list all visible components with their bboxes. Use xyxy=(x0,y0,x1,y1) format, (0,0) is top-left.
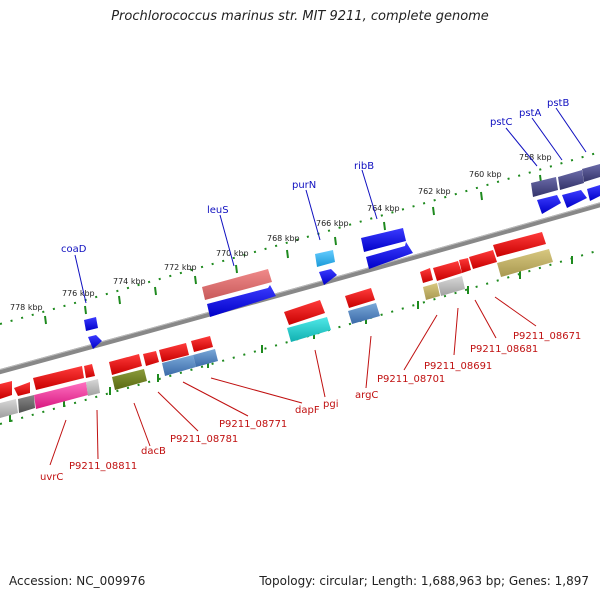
gene-pst-lower-1[interactable] xyxy=(537,195,561,214)
gene-P9211_08691[interactable] xyxy=(438,276,465,296)
gene-label-ribB: ribB xyxy=(354,161,374,172)
bottom-leader-lines xyxy=(49,296,537,466)
gene-mid-red-3[interactable] xyxy=(159,343,189,362)
scale-label: 762 kbp xyxy=(418,187,451,196)
scale-label: 770 kbp xyxy=(216,249,249,258)
scale-label: 758 kbp xyxy=(519,153,552,162)
gene-left-grey-2[interactable] xyxy=(86,379,100,396)
gene-purN-arrow[interactable] xyxy=(319,269,337,285)
gene-label-P9211_08811: P9211_08811 xyxy=(69,461,137,472)
gene-right-red-4[interactable] xyxy=(469,250,497,269)
gene-dacB[interactable] xyxy=(112,369,147,390)
gene-label-P9211_08701: P9211_08701 xyxy=(377,374,445,385)
gene-right-red-1[interactable] xyxy=(420,268,433,283)
gene-purN[interactable] xyxy=(315,250,335,267)
gene-pgi[interactable] xyxy=(287,317,331,342)
outer-major-ticks xyxy=(44,174,542,325)
scale-label: 774 kbp xyxy=(113,277,146,286)
bottom-gene-labels: uvrC P9211_08811 dacB P9211_08781 P9211_… xyxy=(40,331,581,483)
gene-label-purN: purN xyxy=(292,180,316,191)
gene-dacB-red[interactable] xyxy=(109,354,142,375)
scale-ring-outer xyxy=(0,151,600,325)
gene-label-P9211_08681: P9211_08681 xyxy=(470,344,538,355)
gene-leuS-pink[interactable] xyxy=(202,269,272,300)
gene-label-P9211_08691: P9211_08691 xyxy=(424,361,492,372)
gene-argC-red[interactable] xyxy=(345,288,375,308)
genome-backbone xyxy=(0,202,600,375)
scale-label: 760 kbp xyxy=(469,170,502,179)
gene-ribB[interactable] xyxy=(361,228,406,252)
gene-label-pstB: pstB xyxy=(547,98,569,109)
scale-labels: 778 kbp 776 kbp 774 kbp 772 kbp 770 kbp … xyxy=(10,153,552,312)
gene-label-dapF: dapF xyxy=(295,405,320,416)
scale-label: 776 kbp xyxy=(62,289,95,298)
scale-label: 766 kbp xyxy=(316,219,349,228)
gene-uvrC[interactable] xyxy=(34,382,88,409)
top-gene-labels: coaD leuS purN ribB pstC pstA pstB xyxy=(61,98,569,255)
gene-P9211_08671[interactable] xyxy=(497,249,553,277)
gene-leuS[interactable] xyxy=(207,285,276,317)
gene-left-red-1[interactable] xyxy=(0,381,12,399)
gene-label-P9211_08671: P9211_08671 xyxy=(513,331,581,342)
gene-right-red-5[interactable] xyxy=(493,232,546,257)
top-leader-lines xyxy=(74,107,587,304)
gene-P9211_08701[interactable] xyxy=(423,283,440,300)
scale-label: 768 kbp xyxy=(267,234,300,243)
genome-summary-text: Topology: circular; Length: 1,688,963 bp… xyxy=(259,574,589,588)
gene-label-P9211_08771: P9211_08771 xyxy=(219,419,287,430)
gene-dapF[interactable] xyxy=(284,300,325,325)
gene-label-P9211_08781: P9211_08781 xyxy=(170,434,238,445)
map-title: Prochlorococcus marinus str. MIT 9211, c… xyxy=(111,9,489,24)
gene-left-red-2[interactable] xyxy=(14,382,30,396)
gene-ribB-arrow[interactable] xyxy=(366,242,413,269)
gene-left-dark[interactable] xyxy=(18,395,35,413)
genome-backbone-highlight xyxy=(0,202,600,371)
gene-coaD-small[interactable] xyxy=(88,335,102,349)
gene-P9211_08781[interactable] xyxy=(162,355,196,376)
gene-label-pstC: pstC xyxy=(490,117,512,128)
gene-pstC[interactable] xyxy=(531,177,558,197)
gene-label-leuS: leuS xyxy=(207,205,229,216)
gene-right-red-3[interactable] xyxy=(459,258,471,273)
gene-pst-lower-2[interactable] xyxy=(562,190,587,208)
scale-label: 778 kbp xyxy=(10,303,43,312)
gene-mid-red-2[interactable] xyxy=(143,351,159,366)
reverse-strand-genes xyxy=(0,232,553,418)
gene-left-grey[interactable] xyxy=(0,399,18,418)
gene-right-red-2[interactable] xyxy=(433,261,462,281)
gene-mid-red-4[interactable] xyxy=(191,336,213,352)
gene-coaD[interactable] xyxy=(84,317,98,331)
gene-P9211_08771[interactable] xyxy=(193,349,218,367)
scale-label: 772 kbp xyxy=(164,263,197,272)
accession-text: Accession: NC_009976 xyxy=(9,574,146,588)
gene-label-uvrC: uvrC xyxy=(40,472,63,483)
gene-label-argC: argC xyxy=(355,390,378,401)
scale-label: 764 kbp xyxy=(367,204,400,213)
gene-pstB[interactable] xyxy=(582,164,600,182)
gene-label-pstA: pstA xyxy=(519,108,541,119)
gene-left-red-4[interactable] xyxy=(84,364,95,378)
gene-pstA[interactable] xyxy=(558,170,584,190)
gene-pst-lower-3[interactable] xyxy=(587,185,600,201)
gene-argC[interactable] xyxy=(348,303,380,324)
gene-label-coaD: coaD xyxy=(61,244,87,255)
gene-label-dacB: dacB xyxy=(141,446,166,457)
gene-label-pgi: pgi xyxy=(323,399,338,410)
gene-left-red-3[interactable] xyxy=(33,366,84,390)
forward-strand-genes xyxy=(84,164,600,349)
